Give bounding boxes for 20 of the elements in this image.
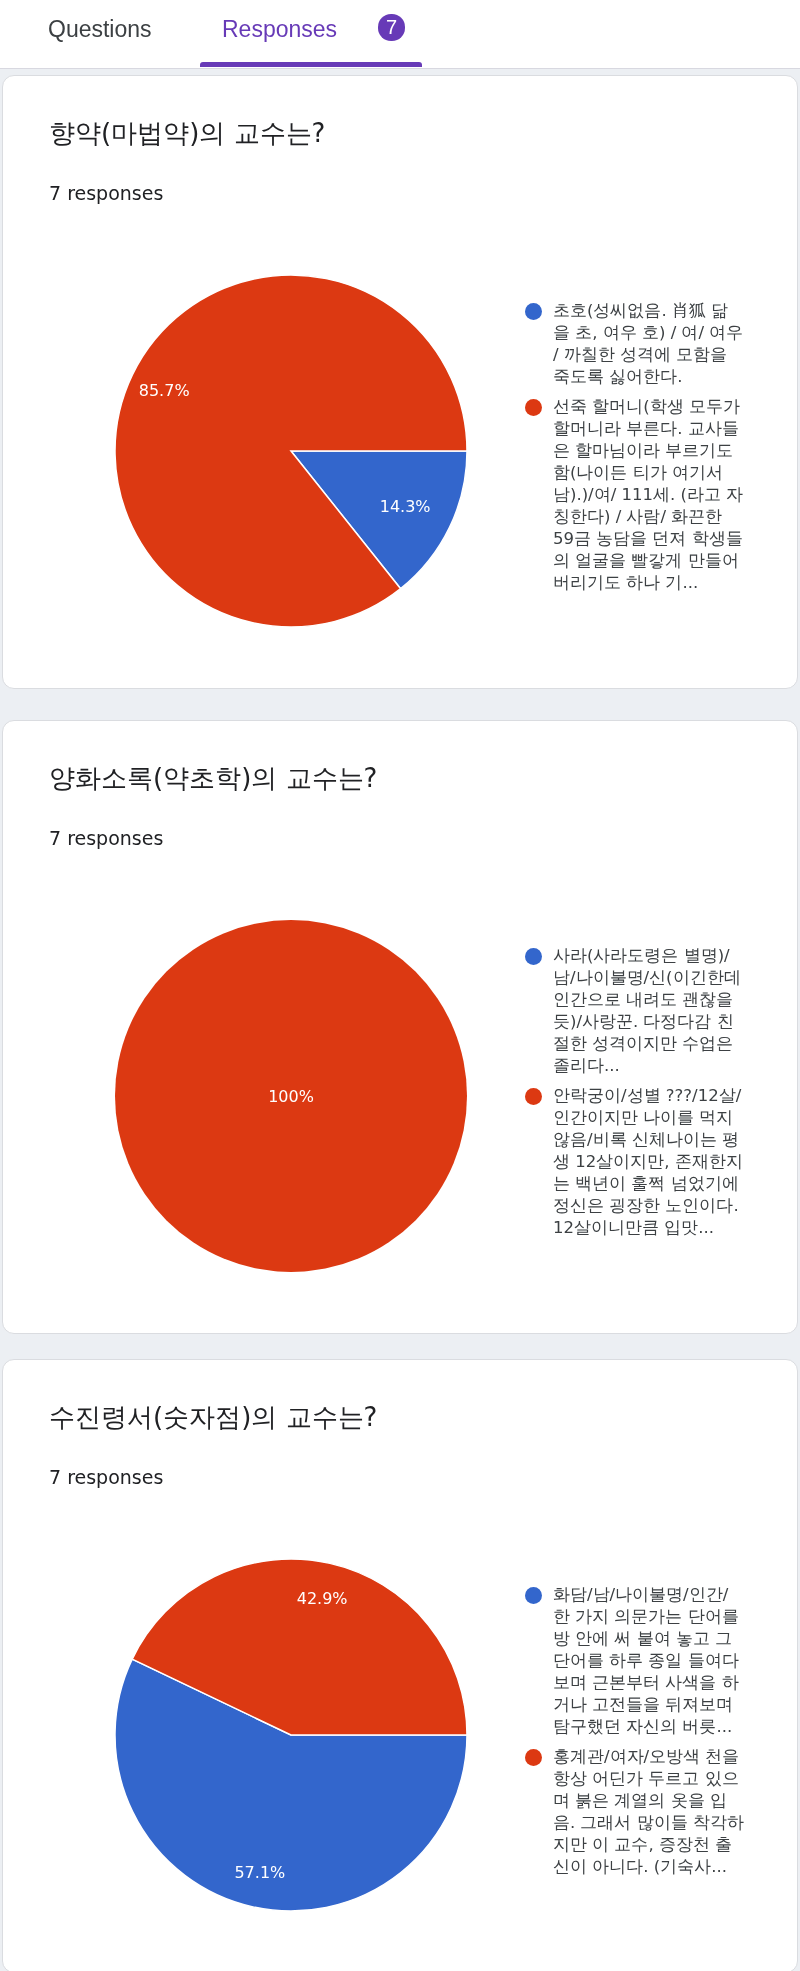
- chart-title: 양화소록(약초학)의 교수는?: [49, 762, 378, 795]
- chart-title: 향약(마법약)의 교수는?: [49, 117, 326, 150]
- data-label: 85.7%: [138, 380, 190, 400]
- legend-label: 화담/남/나이불명/인간/한 가지 의문가는 단어를 방 안에 써 붙여 놓고 그 단어를 하루 종일 들여다보며 근본부터 사색을 하거나 고전들을 뒤져보며 탐구했던 자신의 버릇...: [553, 1585, 739, 1736]
- category-label: 선죽 할머니(학생 모두가 할머니라 부른다. 교사들은 할마님이라 부르기도 함(나이든 티가 여기서 남).)/여/ 111세. (라고 자칭한다) / 사람/ 화끈한 59금 농담을 던져 학생들의 얼굴을 빨갛게 만들어버리기도 하나 기...: [553, 397, 744, 592]
- text: 7: [378, 14, 406, 41]
- chart-subtitle: 7 responses: [49, 182, 164, 204]
- legend-label: 홍계관/여자/오방색 천을 항상 어딘가 두르고 있으며 붉은 계열의 옷을 입음. 그래서 많이들 착각하지만 이 교수, 증장천 출신이 아니다. (기숙사...: [553, 1747, 744, 1876]
- legend-label: 사라(사라도령은 별명)/남/나이불명/신(이긴한데 인간으로 내려도 괜찮을듯)/사랑꾼. 다정다감 친절한 성격이지만 수업은 졸리다...: [553, 946, 741, 1075]
- legend-label: 초호(성씨없음. 肖狐 닮을 초, 여우 호) / 여/ 여우 / 까칠한 성격에 모함을 죽도록 싫어한다.: [553, 301, 744, 386]
- text: Responses: [222, 16, 338, 43]
- text: Questions: [48, 16, 152, 43]
- data-label: 14.3%: [379, 497, 431, 517]
- chart-subtitle: 7 responses: [49, 1466, 164, 1488]
- data-label: 100%: [268, 1087, 314, 1106]
- chart-title: 수진령서(숫자점)의 교수는?: [49, 1401, 378, 1434]
- data-label: 42.9%: [296, 1588, 348, 1608]
- data-label: 57.1%: [234, 1863, 286, 1883]
- legend-label: 안락궁이/성별 ???/12살/인간이지만 나이를 먹지 않음/비록 신체나이는 평생 12살이지만, 존재한지는 백년이 훌쩍 넘었기에 정신은 굉장한 노인이다. 12살이니만큼 입맛...: [553, 1086, 743, 1237]
- chart-subtitle: 7 responses: [49, 827, 164, 849]
